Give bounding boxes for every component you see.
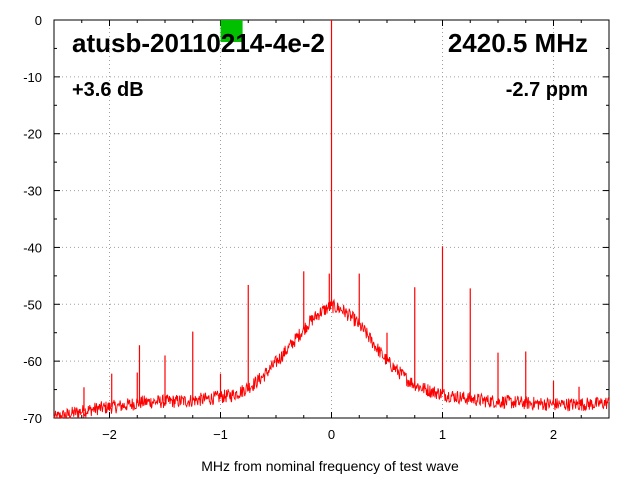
y-tick-label: -40 [23, 240, 42, 255]
x-axis-label: MHz from nominal frequency of test wave [201, 458, 459, 474]
y-tick-label: -70 [23, 411, 42, 426]
chart-title: atusb-20110214-4e-2 [72, 28, 325, 58]
y-tick-label: -10 [23, 70, 42, 85]
tick-labels: −2 −1 0 1 2 0 -10 -20 -30 -40 -50 -60 -70 [23, 13, 557, 442]
y-tick-label: -60 [23, 354, 42, 369]
frequency-readout: 2420.5 MHz [448, 28, 588, 58]
x-tick-label: −1 [213, 427, 228, 442]
data-series [53, 20, 610, 420]
status-marker [220, 20, 243, 42]
x-tick-label: 2 [550, 427, 557, 442]
y-tick-label: 0 [35, 13, 42, 28]
ppm-readout: -2.7 ppm [506, 79, 588, 101]
y-tick-label: -50 [23, 297, 42, 312]
x-tick-label: 1 [439, 427, 446, 442]
y-tick-label: -30 [23, 184, 42, 199]
gain-readout: +3.6 dB [72, 79, 144, 101]
x-tick-label: 0 [328, 427, 335, 442]
grid [54, 20, 609, 418]
y-tick-label: -20 [23, 127, 42, 142]
x-tick-label: −2 [102, 427, 117, 442]
